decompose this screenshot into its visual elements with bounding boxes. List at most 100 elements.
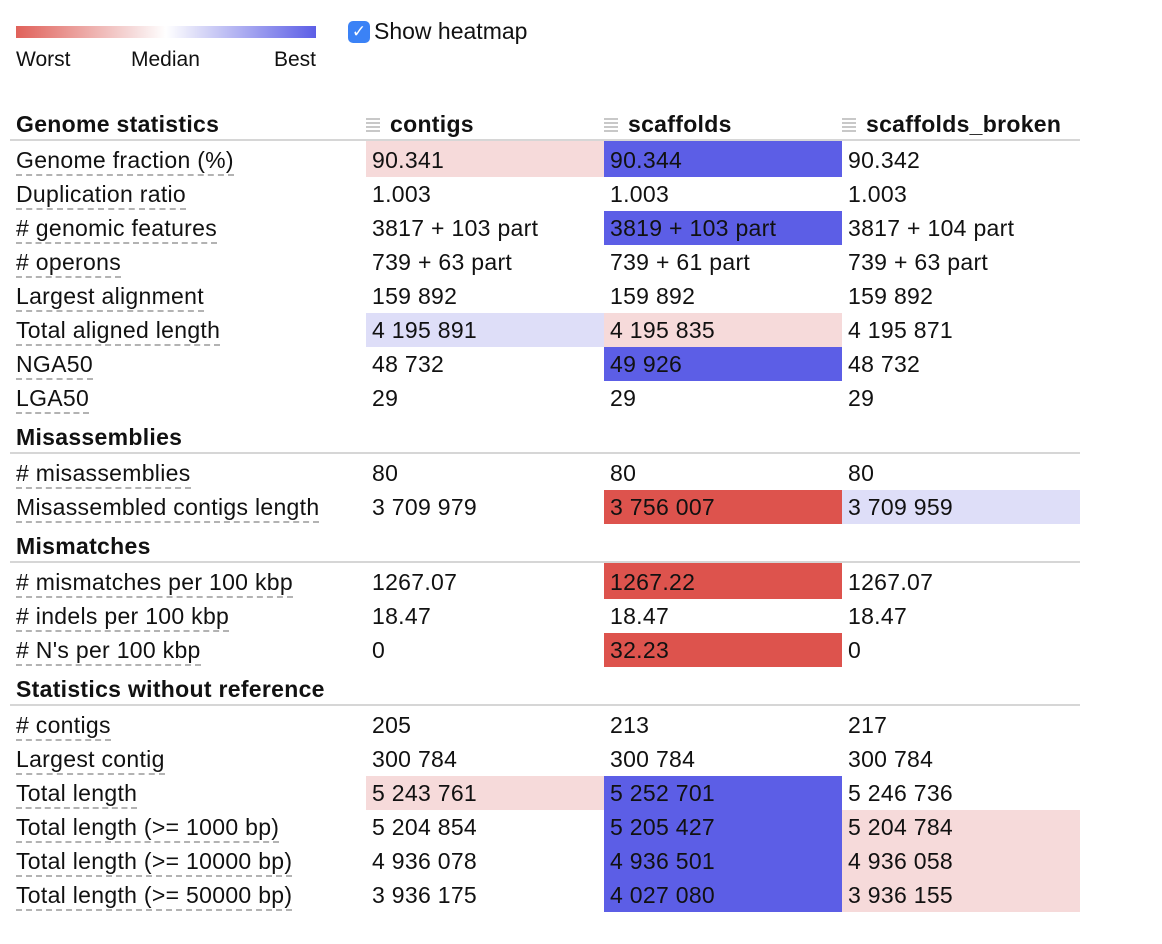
metric-name-label: LGA50	[16, 384, 90, 414]
metric-name: # N's per 100 kbp	[10, 633, 366, 667]
metric-name: # mismatches per 100 kbp	[10, 562, 366, 599]
group-header-empty	[604, 415, 842, 454]
column-header-scaffolds_broken[interactable]: scaffolds_broken	[842, 104, 1080, 141]
metric-name: Duplication ratio	[10, 177, 366, 211]
metric-value-contigs: 90.341	[366, 140, 604, 177]
show-heatmap-checkbox[interactable]: ✓	[348, 20, 370, 43]
metric-value-scaffolds_broken: 48 732	[842, 347, 1080, 381]
metric-name-label: NGA50	[16, 350, 93, 380]
metric-value-scaffolds: 4 936 501	[604, 844, 842, 878]
table-row: # indels per 100 kbp 18.47 18.47 18.47	[10, 599, 1080, 633]
metric-value-scaffolds_broken: 29	[842, 381, 1080, 415]
metric-value-scaffolds: 4 027 080	[604, 878, 842, 912]
metric-value-contigs: 4 195 891	[366, 313, 604, 347]
metric-value-scaffolds: 29	[604, 381, 842, 415]
group-header-empty	[842, 524, 1080, 563]
metric-value-scaffolds: 213	[604, 705, 842, 742]
metric-name-label: # indels per 100 kbp	[16, 602, 230, 632]
metric-value-scaffolds_broken: 80	[842, 453, 1080, 490]
metric-value-scaffolds_broken: 3 936 155	[842, 878, 1080, 912]
metric-name: Largest contig	[10, 742, 366, 776]
show-heatmap-toggle[interactable]: ✓ Show heatmap	[348, 18, 527, 45]
metric-name-label: # operons	[16, 248, 121, 278]
metric-value-scaffolds: 1.003	[604, 177, 842, 211]
metric-value-scaffolds: 5 205 427	[604, 810, 842, 844]
metric-name-label: # N's per 100 kbp	[16, 636, 201, 666]
metric-name-label: # genomic features	[16, 214, 218, 244]
legend-median-label: Median	[131, 48, 200, 71]
column-header-scaffolds[interactable]: scaffolds	[604, 104, 842, 141]
metric-value-scaffolds_broken: 739 + 63 part	[842, 245, 1080, 279]
metric-value-scaffolds_broken: 4 936 058	[842, 844, 1080, 878]
column-header-label: scaffolds_broken	[866, 111, 1062, 137]
table-row: LGA50 29 29 29	[10, 381, 1080, 415]
drag-handle-icon[interactable]	[366, 117, 380, 134]
heatmap-legend: Worst Median Best	[16, 26, 316, 76]
metric-value-scaffolds_broken: 1.003	[842, 177, 1080, 211]
table-row: Largest contig 300 784 300 784 300 784	[10, 742, 1080, 776]
metric-name-label: Largest contig	[16, 745, 165, 775]
metric-value-scaffolds_broken: 90.342	[842, 140, 1080, 177]
metric-value-scaffolds_broken: 0	[842, 633, 1080, 667]
metric-name: # misassemblies	[10, 453, 366, 490]
metric-value-scaffolds_broken: 5 204 784	[842, 810, 1080, 844]
metric-value-contigs: 5 243 761	[366, 776, 604, 810]
metric-name: # genomic features	[10, 211, 366, 245]
metric-value-scaffolds_broken: 300 784	[842, 742, 1080, 776]
metric-name-label: # mismatches per 100 kbp	[16, 568, 293, 598]
group-header-row: Misassemblies	[10, 415, 1080, 454]
group-header-empty	[366, 667, 604, 706]
metric-name: LGA50	[10, 381, 366, 415]
metric-name-label: Total aligned length	[16, 316, 221, 346]
metric-value-contigs: 3 709 979	[366, 490, 604, 524]
heatmap-gradient-bar	[16, 26, 316, 38]
group-header-empty	[842, 667, 1080, 706]
legend-best-label: Best	[273, 48, 316, 71]
metric-name: # contigs	[10, 705, 366, 742]
metric-name-label: Total length	[16, 779, 138, 809]
drag-handle-icon[interactable]	[604, 117, 618, 134]
metric-value-contigs: 159 892	[366, 279, 604, 313]
metric-value-scaffolds_broken: 3817 + 104 part	[842, 211, 1080, 245]
metric-value-scaffolds: 18.47	[604, 599, 842, 633]
table-row: # genomic features 3817 + 103 part 3819 + …	[10, 211, 1080, 245]
table-row: # mismatches per 100 kbp 1267.07 1267.22 12…	[10, 562, 1080, 599]
table-row: # N's per 100 kbp 0 32.23 0	[10, 633, 1080, 667]
table-row: # operons 739 + 63 part 739 + 61 part 739 +…	[10, 245, 1080, 279]
metric-value-scaffolds_broken: 217	[842, 705, 1080, 742]
metric-name: # operons	[10, 245, 366, 279]
drag-handle-icon[interactable]	[842, 117, 856, 134]
metric-name: # indels per 100 kbp	[10, 599, 366, 633]
table-row: Total length (>= 50000 bp) 3 936 175 4 027…	[10, 878, 1080, 912]
metric-name-label: Duplication ratio	[16, 180, 187, 210]
metric-name: Largest alignment	[10, 279, 366, 313]
metric-name: Total aligned length	[10, 313, 366, 347]
metric-value-scaffolds: 32.23	[604, 633, 842, 667]
metric-value-scaffolds: 49 926	[604, 347, 842, 381]
metric-value-contigs: 1267.07	[366, 562, 604, 599]
metric-name: NGA50	[10, 347, 366, 381]
metric-value-scaffolds_broken: 1267.07	[842, 562, 1080, 599]
group-title: Mismatches	[10, 524, 366, 563]
metric-value-contigs: 205	[366, 705, 604, 742]
table-row: # misassemblies 80 80 80	[10, 453, 1080, 490]
metric-name-label: Total length (>= 10000 bp)	[16, 847, 293, 877]
group-header-row: Mismatches	[10, 524, 1080, 563]
group-header-empty	[366, 524, 604, 563]
metric-value-scaffolds: 739 + 61 part	[604, 245, 842, 279]
metric-value-scaffolds_broken: 3 709 959	[842, 490, 1080, 524]
group-header-empty	[604, 667, 842, 706]
table-row: # contigs 205 213 217	[10, 705, 1080, 742]
metric-name: Misassembled contigs length	[10, 490, 366, 524]
metric-value-scaffolds: 159 892	[604, 279, 842, 313]
table-row: Total length (>= 10000 bp) 4 936 078 4 936…	[10, 844, 1080, 878]
table-row: NGA50 48 732 49 926 48 732	[10, 347, 1080, 381]
metric-value-scaffolds: 90.344	[604, 140, 842, 177]
group-header-empty	[842, 415, 1080, 454]
metric-value-contigs: 3817 + 103 part	[366, 211, 604, 245]
column-header-contigs[interactable]: contigs	[366, 104, 604, 141]
group-header-row: Genome statistics contigs scaffolds scaffol…	[10, 104, 1080, 141]
group-title: Misassemblies	[10, 415, 366, 454]
metric-name: Total length (>= 10000 bp)	[10, 844, 366, 878]
quast-report-table: Genome statistics contigs scaffolds scaffol…	[10, 104, 1080, 912]
